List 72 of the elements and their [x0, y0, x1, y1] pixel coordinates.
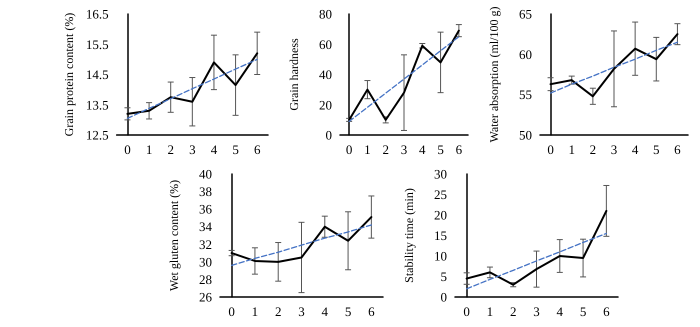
y-tick-label: 12.5 — [86, 128, 109, 142]
y-axis-title: Stability time (min) — [402, 188, 416, 283]
y-tick-label: 14.5 — [86, 67, 109, 82]
y-tick-label: 15.5 — [86, 36, 109, 52]
y-tick-label: 10 — [434, 248, 447, 264]
x-tick-label: 3 — [610, 142, 618, 157]
x-tick-label: 2 — [510, 304, 516, 319]
x-tick-label: 5 — [653, 142, 660, 157]
x-tick-label: 5 — [580, 304, 586, 319]
y-tick-label: 5 — [440, 269, 447, 284]
x-tick-label: 4 — [210, 142, 218, 157]
y-tick-label: 28 — [199, 272, 212, 287]
x-tick-label: 4 — [556, 304, 564, 319]
y-tick-label: 13.5 — [86, 97, 109, 112]
y-axis-title: Water absorption (ml/100 g) — [487, 6, 501, 143]
y-tick-label: 20 — [434, 208, 447, 222]
x-tick-label: 0 — [463, 304, 470, 319]
x-tick-label: 5 — [232, 142, 239, 157]
x-tick-label: 1 — [252, 304, 258, 319]
x-tick-label: 5 — [344, 304, 352, 319]
y-tick-label: 60 — [319, 36, 332, 52]
y-tick-label: 25 — [434, 187, 447, 202]
line-series — [550, 42, 678, 94]
y-tick-label: 26 — [199, 290, 212, 304]
x-tick-label: 6 — [254, 142, 261, 157]
x-tick-label: 3 — [533, 304, 540, 319]
y-tick-label: 80 — [319, 6, 332, 22]
x-tick-label: 3 — [298, 304, 305, 319]
x-tick-label: 1 — [568, 142, 575, 157]
x-tick-label: 3 — [189, 142, 196, 157]
y-tick-label: 38 — [199, 184, 212, 200]
y-tick-label: 60 — [519, 46, 532, 62]
y-tick-label: 55 — [519, 87, 532, 102]
y-tick-label: 15 — [434, 228, 447, 243]
x-tick-label: 1 — [364, 142, 371, 157]
y-axis-title: Grain hardness — [287, 38, 301, 111]
y-tick-label: 0 — [326, 128, 332, 142]
x-tick-label: 2 — [274, 304, 282, 319]
x-tick-label: 1 — [486, 304, 494, 319]
x-tick-label: 1 — [146, 142, 152, 157]
x-tick-label: 0 — [228, 304, 235, 319]
x-tick-label: 6 — [368, 304, 376, 319]
y-tick-label: 40 — [319, 67, 332, 82]
y-tick-label: 32 — [199, 236, 212, 252]
y-tick-label: 20 — [319, 97, 332, 112]
y-tick-label: 40 — [199, 166, 212, 182]
x-tick-label: 2 — [382, 142, 389, 157]
y-tick-label: 30 — [434, 166, 447, 182]
y-tick-label: 34 — [199, 219, 212, 234]
x-tick-label: 4 — [419, 142, 426, 157]
y-tick-label: 65 — [519, 6, 532, 22]
x-tick-label: 6 — [674, 142, 682, 157]
x-tick-label: 0 — [124, 142, 131, 157]
x-tick-label: 2 — [167, 142, 174, 157]
x-tick-label: 6 — [456, 142, 463, 157]
x-tick-label: 4 — [632, 142, 639, 157]
line-series — [466, 232, 608, 290]
y-tick-label: 16.5 — [86, 6, 109, 22]
x-tick-label: 4 — [322, 304, 329, 319]
y-axis-title: Wet gluten content (%) — [167, 180, 181, 292]
line-series — [126, 58, 258, 120]
x-tick-label: 0 — [346, 142, 352, 157]
y-tick-label: 0 — [440, 290, 447, 304]
x-tick-label: 0 — [547, 142, 554, 157]
y-axis-title: Grain protein content (%) — [62, 12, 76, 136]
y-tick-label: 30 — [199, 254, 212, 270]
x-tick-label: 2 — [590, 142, 596, 157]
x-tick-label: 3 — [400, 142, 408, 157]
y-tick-label: 36 — [199, 202, 212, 217]
x-tick-label: 6 — [603, 304, 610, 319]
line-series — [230, 224, 372, 266]
y-tick-label: 50 — [519, 128, 532, 142]
